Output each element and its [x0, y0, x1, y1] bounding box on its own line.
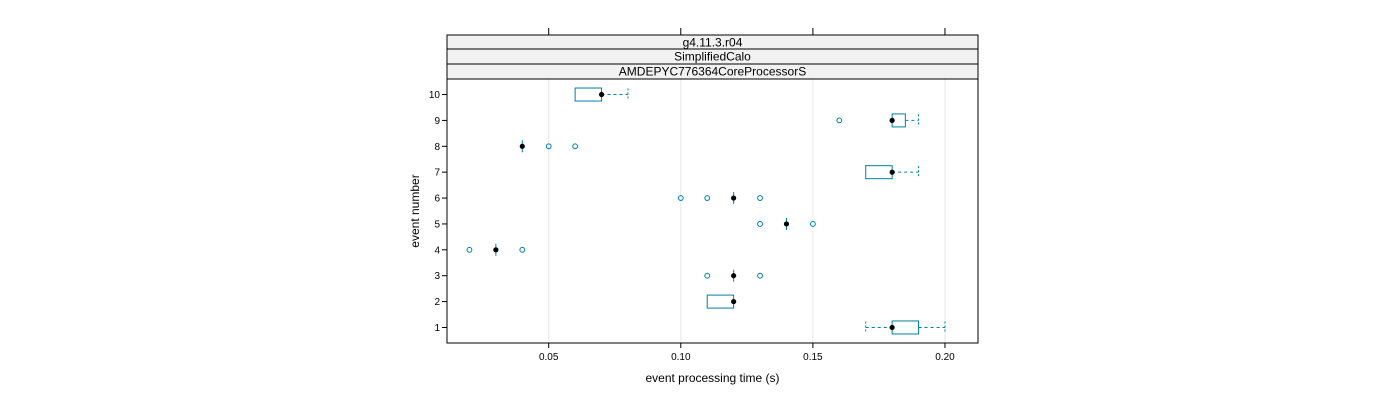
y-tick-label-1: 2	[434, 297, 440, 308]
strip-label-1: g4.11.3.r04	[683, 36, 743, 50]
outlier-6-1	[704, 195, 711, 201]
x-tick-label-1: 0.10	[671, 352, 691, 363]
x-tick-label-2: 0.15	[803, 352, 823, 363]
x-tick-label-0: 0.05	[539, 352, 559, 363]
top-axis-ticks	[548, 28, 946, 35]
box-event-1	[865, 320, 946, 335]
panel-strips: g4.11.3.r04 SimplifiedCalo AMDEPYC776364…	[446, 34, 979, 80]
box-body-7	[865, 165, 893, 180]
box-body-1	[891, 320, 920, 335]
median-dot-5	[783, 221, 790, 227]
box-event-8	[519, 140, 579, 153]
median-dot-8	[519, 143, 525, 149]
outlier-3-0	[704, 272, 711, 279]
y-tick-label-6: 7	[434, 168, 440, 179]
median-dot-3	[731, 273, 737, 279]
vertical-gridlines	[548, 79, 946, 343]
y-tick-label-4: 5	[434, 219, 440, 230]
y-axis-title: event number	[408, 174, 422, 247]
outlier-5-1	[809, 221, 816, 227]
box-event-10	[574, 87, 629, 102]
y-tick-label-3: 4	[434, 245, 440, 256]
x-axis-title: event processing time (s)	[645, 371, 779, 385]
x-tick-label-3: 0.20	[935, 352, 955, 363]
median-dot-7	[889, 169, 895, 175]
y-tick-label-5: 6	[434, 194, 440, 205]
outlier-8-1	[572, 143, 579, 150]
box-event-5	[757, 217, 816, 230]
median-dot-9	[889, 117, 895, 124]
box-event-2	[706, 294, 737, 309]
box-event-3	[704, 269, 763, 282]
outlier-3-1	[757, 272, 763, 279]
median-dot-4	[493, 247, 499, 253]
y-tick-label-7: 8	[434, 142, 440, 153]
box-body-10	[574, 87, 603, 102]
outlier-6-0	[677, 195, 684, 201]
median-dot-6	[731, 195, 737, 201]
box-event-9	[836, 113, 920, 128]
panel-frame	[446, 78, 979, 344]
median-dot-2	[731, 298, 737, 305]
outlier-4-1	[519, 246, 526, 253]
box-body-2	[706, 294, 735, 309]
y-tick-label-0: 1	[434, 323, 440, 334]
outlier-5-0	[757, 221, 763, 227]
median-dot-10	[598, 91, 605, 98]
outlier-4-0	[466, 246, 473, 253]
strip-label-3: AMDEPYC776364CoreProcessorS	[619, 65, 806, 79]
box-event-7	[865, 165, 920, 180]
median-dot-1	[889, 324, 895, 331]
box-event-6	[677, 192, 763, 205]
outlier-6-2	[757, 195, 763, 201]
outlier-8-0	[545, 143, 552, 150]
box-marks	[466, 87, 946, 335]
y-tick-label-2: 3	[434, 271, 440, 282]
box-event-4	[466, 243, 526, 256]
strip-label-2: SimplifiedCalo	[674, 50, 751, 64]
outlier-9-0	[836, 117, 843, 124]
y-tick-label-8: 9	[434, 116, 440, 127]
x-axis: 0.05 0.10 0.15 0.20	[539, 343, 955, 363]
y-tick-label-9: 10	[429, 90, 441, 101]
y-axis: 1 2 3 4 5 6 7 8 9 10	[429, 90, 447, 334]
